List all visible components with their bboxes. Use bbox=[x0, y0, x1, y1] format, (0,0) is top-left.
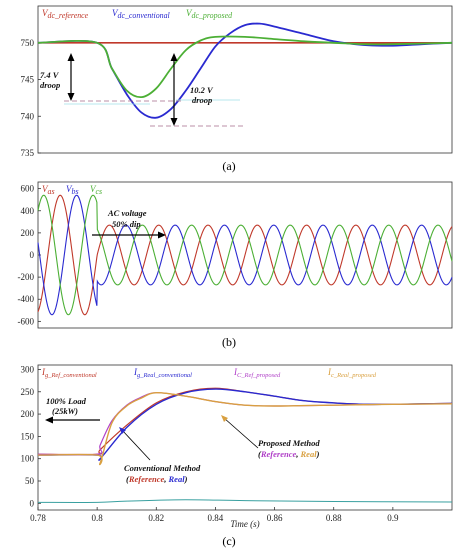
y-tick-label: 250 bbox=[21, 387, 35, 397]
y-tick-label: -200 bbox=[18, 272, 35, 282]
arrowhead bbox=[221, 415, 228, 422]
arrowhead bbox=[45, 416, 53, 424]
legend-sub: bs bbox=[72, 187, 79, 196]
arrowhead bbox=[158, 231, 166, 239]
legend-main: V bbox=[42, 184, 49, 194]
panel-a-frame bbox=[37, 5, 453, 154]
legend-main: I bbox=[327, 367, 332, 377]
legend-entry: Vdc_conventional bbox=[112, 8, 171, 20]
y-tick-label: 150 bbox=[21, 431, 35, 441]
legend-main: V bbox=[42, 8, 49, 18]
legend-entry: Ic_Real_proposed bbox=[327, 367, 377, 379]
legend-entry: Vdc_reference bbox=[42, 8, 89, 20]
y-tick-label: 200 bbox=[21, 409, 35, 419]
droop-proposed-label: 7.4 V bbox=[40, 70, 60, 80]
proposed-pointer bbox=[223, 417, 259, 449]
proposed-method-detail: (Reference, Real) bbox=[258, 449, 320, 459]
conventional-pointer bbox=[121, 429, 151, 461]
droop-conventional-label-2: droop bbox=[192, 95, 212, 105]
arrowhead bbox=[67, 53, 75, 61]
legend-sub: dc_conventional bbox=[118, 11, 171, 20]
legend-sub: as bbox=[48, 187, 55, 196]
panel-c: 0 50 100 150 200 250 300 0.78 0.8 0.82 0.84 0.86 0.8… bbox=[21, 364, 453, 548]
legend-main: V bbox=[186, 8, 193, 18]
legend-entry: Vdc_proposed bbox=[186, 8, 232, 20]
droop-conventional-label: 10.2 V bbox=[190, 85, 214, 95]
legend-main: V bbox=[90, 184, 97, 194]
panel-c-caption: (c) bbox=[222, 534, 235, 548]
series-line-v-as bbox=[37, 194, 453, 316]
y-tick-label: 200 bbox=[21, 228, 35, 238]
legend-sub: g_Ref_conventional bbox=[45, 372, 97, 379]
x-tick-label: 0.78 bbox=[30, 513, 46, 523]
droop-proposed-label-2: droop bbox=[40, 80, 60, 90]
y-tick-label: -400 bbox=[18, 294, 35, 304]
legend-entry: Vcs bbox=[90, 184, 102, 196]
legend-entry: Vbs bbox=[66, 184, 79, 196]
y-tick-label: 0 bbox=[30, 498, 35, 508]
y-tick-label: 600 bbox=[21, 184, 35, 194]
series-line-i-c-real-proposed bbox=[37, 391, 453, 466]
legend-entry: Ig_Real_conventional bbox=[133, 367, 192, 379]
legend-sub: dc_proposed bbox=[192, 11, 233, 20]
panel-b-caption: (b) bbox=[222, 335, 236, 349]
ac-dip-label-2: 50% dip bbox=[112, 219, 141, 229]
y-tick-label: 50 bbox=[25, 476, 35, 486]
conventional-method-label: Conventional Method bbox=[124, 463, 201, 473]
legend-main: I bbox=[41, 367, 46, 377]
x-tick-label: 0.8 bbox=[92, 513, 104, 523]
y-tick-label: 0 bbox=[30, 250, 35, 260]
legend-main: V bbox=[112, 8, 119, 18]
load-label: 100% Load bbox=[46, 396, 87, 406]
arrowhead bbox=[170, 53, 178, 61]
legend-sub: c_Real_proposed bbox=[331, 372, 377, 379]
conventional-real-text: Real bbox=[168, 474, 186, 484]
panel-c-frame bbox=[37, 364, 453, 511]
conventional-ref-text: Reference bbox=[128, 474, 165, 484]
arrowhead bbox=[67, 93, 75, 101]
panel-a-caption: (a) bbox=[222, 159, 235, 173]
proposed-ref-text: Reference bbox=[260, 449, 297, 459]
y-tick-label: 745 bbox=[21, 75, 35, 85]
x-tick-label: 0.86 bbox=[267, 513, 283, 523]
y-tick-label: 400 bbox=[21, 206, 35, 216]
series-line-v-bs bbox=[37, 194, 453, 316]
series-line-bottom-trace bbox=[37, 499, 453, 503]
legend-entry: IC_Ref_proposed bbox=[233, 367, 281, 379]
x-tick-label: 0.88 bbox=[326, 513, 342, 523]
legend-entry: Ig_Ref_conventional bbox=[41, 367, 97, 379]
y-tick-label: 300 bbox=[21, 364, 35, 374]
ac-dip-label: AC voltage bbox=[107, 208, 147, 218]
series-line-v-dc-proposed bbox=[37, 35, 453, 99]
x-tick-label: 0.9 bbox=[387, 513, 399, 523]
arrowhead bbox=[119, 427, 126, 434]
y-tick-label: 740 bbox=[21, 111, 35, 121]
legend-main: I bbox=[133, 367, 138, 377]
x-tick-label: 0.82 bbox=[148, 513, 164, 523]
legend-sub: C_Ref_proposed bbox=[237, 372, 281, 379]
y-tick-label: 735 bbox=[21, 148, 35, 158]
arrowhead bbox=[170, 118, 178, 126]
x-tick-label: 0.84 bbox=[208, 513, 224, 523]
y-tick-label: 100 bbox=[21, 454, 35, 464]
conventional-method-detail: (Reference, Real) bbox=[126, 474, 188, 484]
proposed-method-label: Proposed Method bbox=[258, 438, 320, 448]
legend-main: I bbox=[233, 367, 238, 377]
series-line-v-cs bbox=[37, 194, 453, 316]
legend-sub: g_Real_conventional bbox=[137, 372, 192, 379]
x-axis-label: Time (s) bbox=[230, 519, 259, 529]
legend-entry: Vas bbox=[42, 184, 55, 196]
y-tick-label: -600 bbox=[18, 316, 35, 326]
load-label-2: (25kW) bbox=[52, 406, 78, 416]
proposed-real-text: Real bbox=[300, 449, 318, 459]
legend-sub: cs bbox=[96, 187, 103, 196]
legend-sub: dc_reference bbox=[48, 11, 89, 20]
series-line-i-c-ref-proposed bbox=[37, 392, 453, 456]
y-tick-label: 750 bbox=[21, 38, 35, 48]
legend-main: V bbox=[66, 184, 73, 194]
